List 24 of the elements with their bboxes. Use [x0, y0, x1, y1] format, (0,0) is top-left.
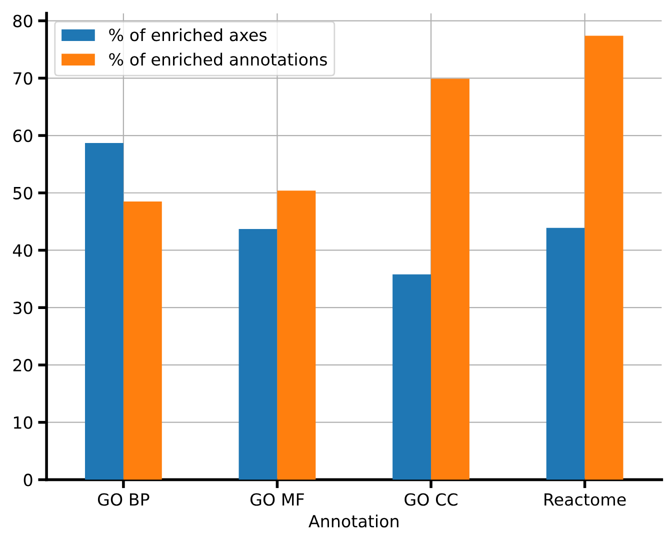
y-tick-label: 30: [13, 302, 32, 314]
x-tick-label: GO BP: [98, 493, 150, 506]
legend-label: % of enriched axes: [109, 28, 267, 42]
x-tick-label: Reactome: [544, 493, 626, 506]
bar: [431, 78, 470, 480]
legend-label: % of enriched annotations: [109, 52, 327, 66]
y-tick-label: 70: [14, 72, 32, 85]
bar: [123, 201, 162, 480]
bar: [84, 142, 124, 480]
bar: [584, 36, 624, 480]
y-tick-label: 50: [13, 186, 32, 200]
y-tick-label: 10: [14, 416, 32, 429]
x-tick-label: GO MF: [250, 493, 304, 506]
y-tick-label: 80: [13, 14, 32, 28]
bar: [546, 228, 585, 480]
y-tick-label: 20: [13, 358, 32, 372]
bar: [392, 274, 432, 480]
x-tick-label: GO CC: [404, 493, 458, 506]
bar: [238, 229, 278, 480]
bar: [277, 190, 316, 480]
y-tick-label: 40: [12, 244, 32, 257]
x-axis-title: Annotation: [308, 514, 398, 528]
y-tick-label: 0: [24, 474, 32, 486]
y-tick-label: 60: [13, 129, 32, 142]
